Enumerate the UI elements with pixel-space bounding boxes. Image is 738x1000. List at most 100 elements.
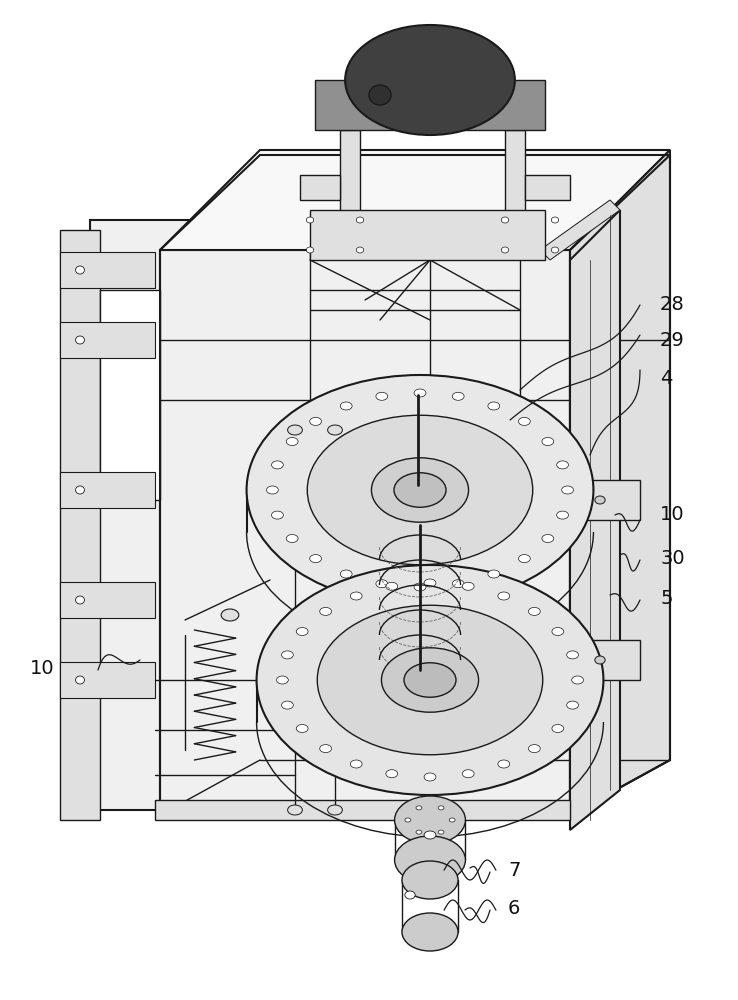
Polygon shape [60, 322, 155, 358]
Ellipse shape [340, 402, 352, 410]
Polygon shape [160, 150, 670, 250]
Ellipse shape [286, 438, 298, 446]
Ellipse shape [307, 415, 533, 565]
Ellipse shape [382, 648, 478, 712]
Ellipse shape [288, 425, 303, 435]
Ellipse shape [424, 831, 436, 839]
Ellipse shape [528, 745, 540, 753]
Ellipse shape [386, 770, 398, 778]
Text: 6: 6 [508, 899, 520, 918]
Polygon shape [160, 250, 570, 815]
Ellipse shape [328, 805, 342, 815]
Ellipse shape [345, 25, 515, 135]
Ellipse shape [542, 534, 554, 542]
Ellipse shape [281, 701, 293, 709]
Polygon shape [560, 480, 640, 520]
Ellipse shape [488, 402, 500, 410]
Text: 7: 7 [508, 860, 520, 880]
Ellipse shape [272, 511, 283, 519]
Ellipse shape [320, 745, 331, 753]
Text: 29: 29 [660, 331, 685, 350]
Ellipse shape [328, 425, 342, 435]
Ellipse shape [317, 605, 542, 755]
Ellipse shape [281, 651, 293, 659]
Ellipse shape [551, 247, 559, 253]
Ellipse shape [221, 609, 239, 621]
Ellipse shape [395, 836, 466, 884]
Polygon shape [505, 130, 525, 220]
Ellipse shape [551, 217, 559, 223]
Ellipse shape [414, 389, 426, 397]
Ellipse shape [572, 676, 584, 684]
Ellipse shape [462, 582, 474, 590]
Ellipse shape [340, 570, 352, 578]
Ellipse shape [351, 760, 362, 768]
Ellipse shape [567, 701, 579, 709]
Polygon shape [340, 130, 360, 220]
Ellipse shape [379, 47, 481, 113]
Ellipse shape [286, 534, 298, 542]
Ellipse shape [288, 805, 303, 815]
Ellipse shape [498, 760, 510, 768]
Ellipse shape [75, 676, 84, 684]
Ellipse shape [376, 392, 387, 400]
Polygon shape [540, 200, 620, 260]
Text: 10: 10 [30, 659, 55, 678]
Ellipse shape [414, 583, 426, 591]
Ellipse shape [595, 496, 605, 504]
Ellipse shape [498, 592, 510, 600]
Ellipse shape [246, 375, 593, 605]
Ellipse shape [438, 806, 444, 810]
Polygon shape [315, 80, 545, 130]
Ellipse shape [356, 217, 364, 223]
Text: 10: 10 [660, 506, 685, 524]
Ellipse shape [556, 461, 568, 469]
Ellipse shape [395, 796, 466, 844]
Polygon shape [430, 250, 540, 260]
Polygon shape [310, 210, 545, 260]
Ellipse shape [462, 770, 474, 778]
Ellipse shape [501, 217, 508, 223]
Ellipse shape [519, 417, 531, 425]
Ellipse shape [362, 36, 498, 124]
Ellipse shape [542, 438, 554, 446]
Ellipse shape [501, 247, 508, 253]
Ellipse shape [356, 247, 364, 253]
Ellipse shape [75, 486, 84, 494]
Ellipse shape [376, 580, 387, 588]
Ellipse shape [296, 628, 308, 636]
Ellipse shape [310, 555, 322, 563]
Ellipse shape [488, 570, 500, 578]
Polygon shape [525, 175, 570, 200]
Ellipse shape [416, 830, 422, 834]
Ellipse shape [277, 676, 289, 684]
Polygon shape [570, 150, 670, 815]
Ellipse shape [354, 30, 506, 129]
Ellipse shape [358, 33, 502, 127]
Ellipse shape [369, 85, 391, 105]
Polygon shape [155, 800, 570, 820]
Ellipse shape [404, 663, 456, 697]
Polygon shape [570, 210, 620, 830]
Ellipse shape [366, 39, 494, 121]
Ellipse shape [266, 486, 278, 494]
Ellipse shape [405, 891, 415, 899]
Text: 4: 4 [660, 368, 672, 387]
Ellipse shape [595, 656, 605, 664]
Ellipse shape [386, 582, 398, 590]
Polygon shape [300, 175, 340, 200]
Ellipse shape [383, 50, 477, 110]
Text: 5: 5 [660, 588, 672, 607]
Ellipse shape [519, 555, 531, 563]
Ellipse shape [349, 28, 511, 132]
Ellipse shape [371, 458, 469, 522]
Text: 28: 28 [660, 295, 685, 314]
Ellipse shape [306, 247, 314, 253]
Ellipse shape [272, 461, 283, 469]
Ellipse shape [452, 580, 464, 588]
Ellipse shape [405, 818, 411, 822]
Ellipse shape [75, 266, 84, 274]
Ellipse shape [306, 217, 314, 223]
Ellipse shape [449, 818, 455, 822]
Ellipse shape [552, 725, 564, 733]
